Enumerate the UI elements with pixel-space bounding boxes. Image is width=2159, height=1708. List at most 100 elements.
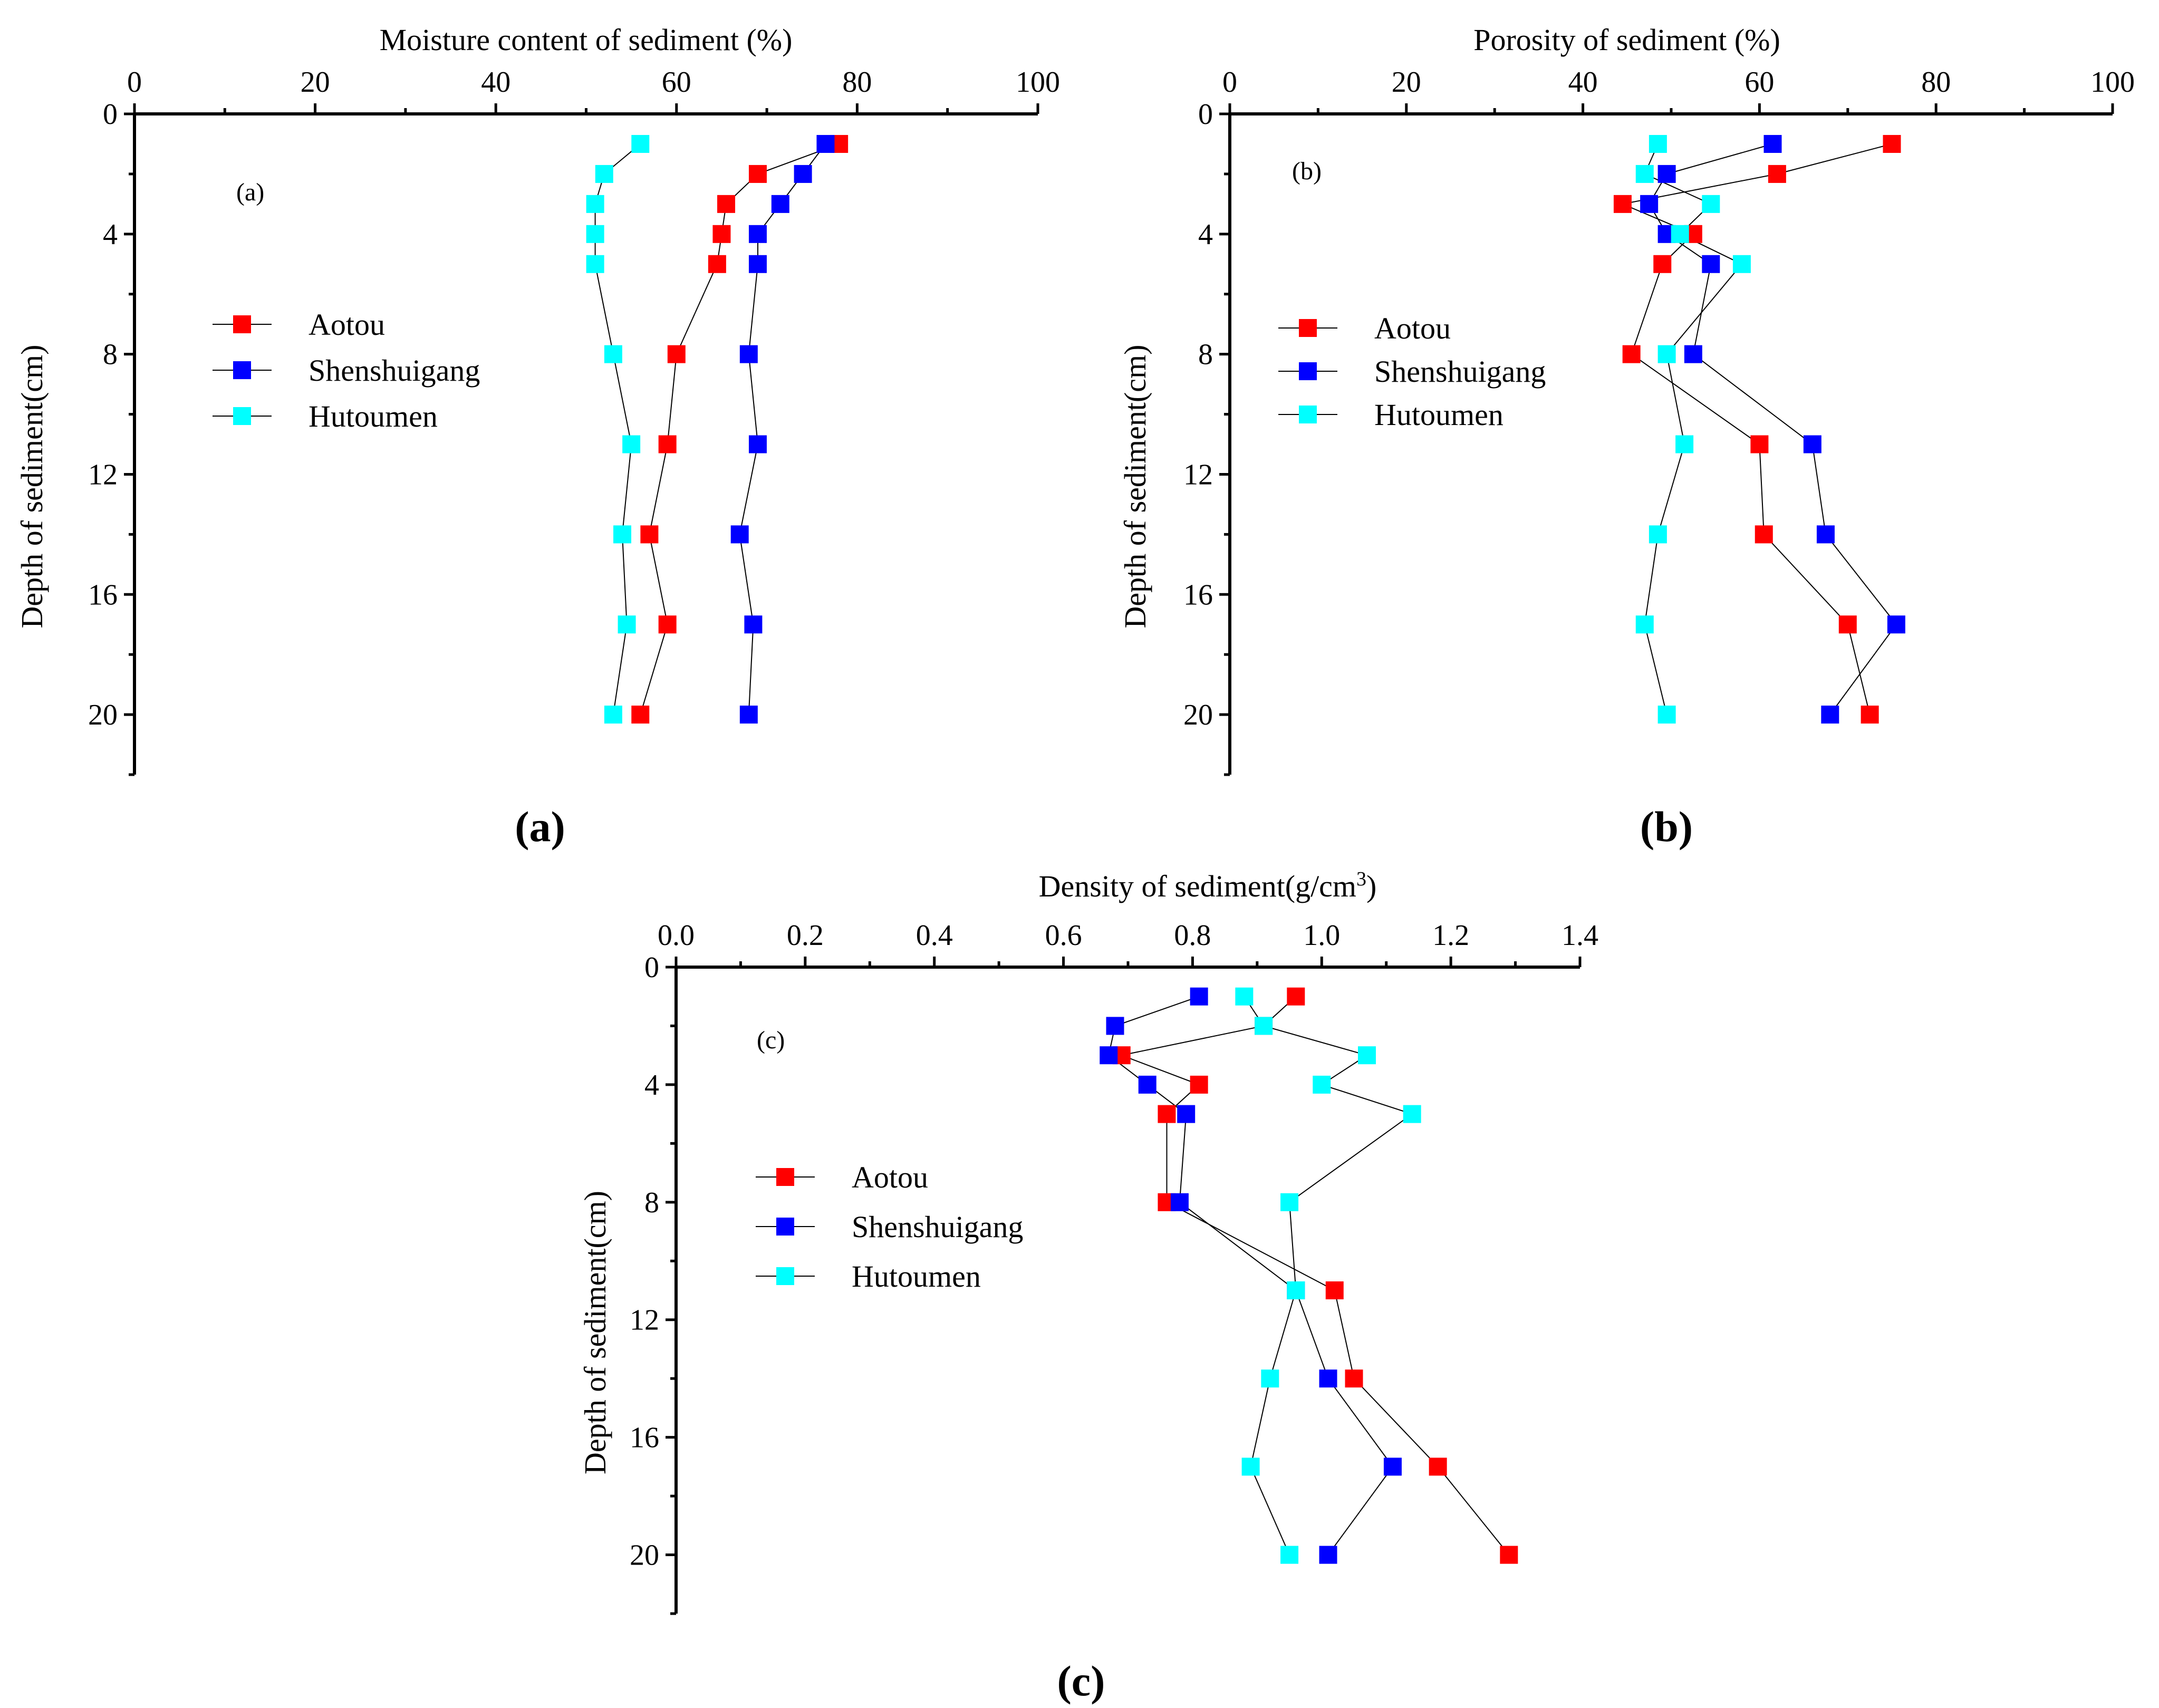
data-point-shenshuigang [748,225,767,243]
x-tick-label: 1.2 [1432,919,1469,952]
data-point-shenshuigang [1657,165,1676,183]
y-tick-label: 12 [1183,458,1213,491]
y-tick-label: 12 [88,458,118,491]
data-point-aotou [658,615,677,634]
data-point-hutoumen [1313,1075,1331,1094]
data-point-aotou [640,525,659,544]
data-point-shenshuigang [1816,525,1835,544]
series-line-hutoumen [1644,143,1743,715]
data-point-shenshuigang [1106,1017,1124,1035]
data-point-shenshuigang [1702,255,1720,273]
panel-tag: (a) [236,178,264,206]
series-line-shenshuigang [1108,996,1394,1556]
legend-marker [776,1267,794,1285]
data-point-shenshuigang [744,615,763,634]
y-tick-label: 20 [88,699,118,731]
data-point-shenshuigang [1170,1193,1189,1211]
data-point-shenshuigang [1138,1075,1156,1094]
x-tick-label: 40 [481,66,510,99]
x-tick-label: 60 [662,66,691,99]
y-tick-label: 4 [103,218,118,251]
panel-a: 0 20 40 60 80 100 0 4 8 12 16 20 Moisture content of… [15,23,1060,851]
data-point-aotou [1345,1369,1363,1388]
data-point-hutoumen [1403,1105,1421,1123]
series-line-aotou [640,143,840,715]
data-point-hutoumen [586,225,604,243]
data-point-hutoumen [586,255,604,273]
data-point-shenshuigang [1100,1046,1118,1065]
data-point-hutoumen [1649,525,1667,544]
data-point-hutoumen [1357,1046,1376,1065]
data-point-shenshuigang [1319,1546,1337,1564]
legend-label: Hutoumen [1374,398,1503,432]
panel-caption: (a) [515,803,565,851]
data-point-shenshuigang [1684,345,1702,363]
data-point-hutoumen [1702,195,1720,213]
legend-label: Aotou [1374,311,1451,345]
data-point-aotou [1750,435,1769,453]
legend-marker [1299,406,1317,423]
y-tick-label: 8 [103,339,118,371]
y-tick-label: 16 [88,578,118,611]
data-point-shenshuigang [1190,987,1208,1006]
panel-c: 0.0 0.2 0.4 0.6 0.8 1.0 1.2 1.4 0 4 8 12 16 20 Density… [578,868,1598,1705]
data-point-hutoumen [1657,706,1676,724]
data-point-hutoumen [1671,225,1689,243]
series-line-aotou [1120,996,1510,1556]
data-point-hutoumen [586,195,604,213]
x-tick-label: 20 [301,66,330,99]
data-point-aotou [748,165,767,183]
series-line-aotou [1621,143,1892,715]
x-axis-title-superscript: 3 [1356,868,1366,890]
y-axis-title: Depth of sediment(cm) [578,1191,612,1474]
data-point-hutoumen [1287,1281,1305,1299]
data-point-hutoumen [1255,1017,1273,1035]
data-point-aotou [1755,525,1773,544]
panel-tag: (c) [757,1026,785,1054]
panel-tag: (b) [1292,157,1322,185]
data-point-aotou [1429,1458,1447,1476]
data-point-shenshuigang [1803,435,1821,453]
data-point-hutoumen [618,615,636,634]
data-point-shenshuigang [1821,706,1839,724]
legend-label: Shenshuigang [309,353,480,388]
data-point-aotou [1838,615,1857,634]
data-point-hutoumen [595,165,613,183]
data-point-hutoumen [1649,134,1667,153]
legend-marker [233,315,251,333]
data-point-shenshuigang [1319,1369,1337,1388]
x-tick-label: 80 [842,66,872,99]
data-point-aotou [1883,134,1901,153]
data-point-shenshuigang [1640,195,1659,213]
data-point-shenshuigang [1177,1105,1196,1123]
series-line-hutoumen [594,143,641,715]
data-point-hutoumen [1635,165,1654,183]
data-point-aotou [1613,195,1632,213]
series-line-shenshuigang [1649,143,1897,715]
legend-marker [1299,362,1317,380]
legend-label: Aotou [852,1160,928,1194]
data-point-aotou [1287,987,1305,1006]
data-point-aotou [708,255,726,273]
data-point-aotou [667,345,686,363]
data-point-shenshuigang [1763,134,1782,153]
x-axis-title-suffix: ) [1366,869,1376,903]
data-point-hutoumen [622,435,641,453]
data-point-hutoumen [1241,1458,1260,1476]
data-point-shenshuigang [748,435,767,453]
x-tick-label: 60 [1744,66,1774,99]
data-point-aotou [1861,706,1879,724]
x-axis-title: Porosity of sediment (%) [1473,23,1780,57]
data-point-aotou [1768,165,1786,183]
panel-b: 0 20 40 60 80 100 0 4 8 12 16 20 Porosity of sedimen… [1118,23,2135,851]
data-point-aotou [1190,1075,1208,1094]
x-tick-label: 100 [1016,66,1060,99]
panel-caption: (c) [1057,1657,1105,1705]
x-tick-label: 0 [1222,66,1237,99]
data-point-hutoumen [1280,1193,1299,1211]
x-tick-label: 20 [1392,66,1421,99]
x-tick-label: 1.0 [1303,919,1340,952]
y-axis-title: Depth of sediment(cm) [1118,345,1152,629]
